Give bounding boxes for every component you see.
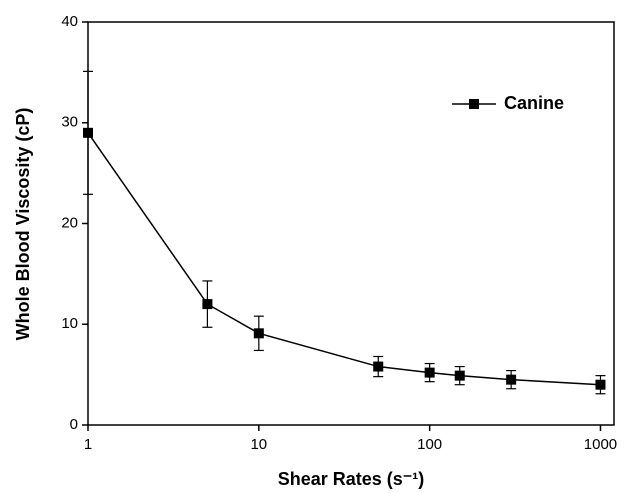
marker (595, 379, 606, 390)
x-tick-label: 10 (250, 436, 267, 453)
legend-marker (469, 99, 479, 109)
y-tick-label: 10 (61, 315, 78, 332)
marker (424, 367, 435, 378)
marker (454, 370, 465, 381)
y-tick-label: 30 (61, 114, 78, 131)
marker (202, 299, 213, 310)
y-tick-label: 40 (61, 13, 78, 30)
x-tick-label: 1 (84, 436, 92, 453)
plot-frame (87, 21, 615, 426)
x-tick-label: 100 (417, 436, 442, 453)
marker (373, 361, 384, 372)
marker (253, 328, 264, 339)
x-axis-label: Shear Rates (s⁻¹) (278, 469, 425, 489)
y-tick-label: 0 (70, 416, 78, 433)
y-axis-label: Whole Blood Viscosity (cP) (13, 108, 33, 341)
marker (83, 127, 93, 138)
legend-label: Canine (504, 93, 564, 113)
y-tick-label: 20 (61, 214, 78, 231)
x-tick-label: 1000 (584, 436, 617, 453)
data-line (87, 132, 601, 386)
marker (506, 374, 517, 385)
